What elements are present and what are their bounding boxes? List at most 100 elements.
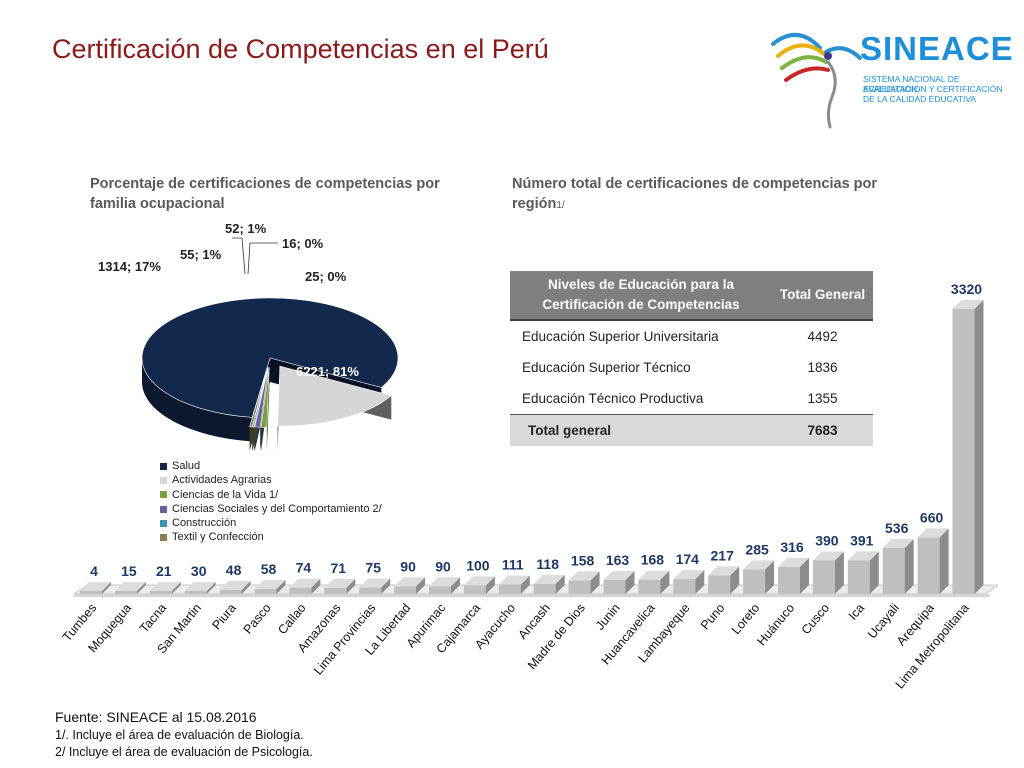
bar-side-pasco: [276, 580, 286, 594]
bar-front-madre-de-dios: [568, 580, 591, 594]
table-row: Educación Superior Técnico 1836: [510, 352, 873, 383]
bar-value-label-cajamarca: 100: [466, 557, 490, 573]
bar-category-label-tacna: Tacna: [137, 601, 169, 636]
legend-item-ciencias-sociales-y-del-comportamiento-2: Ciencias Sociales y del Comportamiento 2…: [160, 502, 382, 516]
bar-front-ica: [847, 560, 870, 594]
table-cell-level: Educación Técnico Productiva: [522, 391, 704, 406]
bar-side-amazonas: [346, 578, 356, 594]
bar-value-label-lima-provincias: 75: [365, 560, 381, 576]
pie-chart: 6221; 81% 1314; 17% 55; 1%52; 1% 16; 0% 25; …: [98, 221, 399, 452]
bar-top-tumbes: [80, 582, 111, 591]
bar-front-lima-provincias: [359, 587, 382, 594]
bar-category-label-callao: Callao: [275, 601, 309, 637]
bar-front-cusco: [812, 560, 835, 594]
table-header-level: Niveles de Educación para la Certificaci…: [510, 271, 772, 321]
education-levels-table: Niveles de Educación para la Certificaci…: [510, 271, 873, 446]
bar-category-label-lima-provincias: Lima Provincias: [311, 601, 378, 678]
bar-side-ica: [869, 551, 879, 594]
bar-top-cajamarca: [463, 576, 495, 586]
bar-top-piura: [219, 580, 251, 590]
bar-front-huanuco: [778, 566, 800, 594]
table-total-value: 7683: [772, 414, 873, 446]
pie-slice-construccion: [252, 367, 269, 428]
legend-swatch: [160, 462, 167, 470]
bar-side-loreto: [765, 560, 775, 594]
bar-front-piura: [219, 589, 242, 594]
legend-swatch: [160, 534, 167, 542]
legend-item-salud: Salud: [160, 459, 382, 473]
bar-side-huanuco: [800, 557, 809, 594]
bar-value-label-ucayali: 536: [885, 520, 909, 536]
bar-chart-subtitle: Número total de certificaciones de compe…: [512, 174, 892, 216]
bar-top-huanuco: [778, 557, 809, 567]
bar-side-lima-provincias: [381, 578, 391, 594]
table-cell-total: 1836: [807, 360, 838, 375]
footer-note-2: 2/ Incluye el área de evaluación de Psic…: [55, 745, 313, 759]
table-header-row: Niveles de Educación para la Certificaci…: [510, 271, 873, 321]
bar-value-label-tacna: 21: [156, 563, 172, 579]
bar-side-arequipa: [939, 528, 949, 594]
bar-side-cusco: [834, 551, 844, 594]
table-total-label: Total general: [510, 414, 772, 446]
chart-floor-edge: [74, 594, 990, 597]
bar-top-ucayali: [882, 538, 914, 548]
bar-front-amazonas: [324, 587, 347, 594]
bar-front-loreto: [743, 569, 766, 594]
pie-data-label-salud: 6221; 81%: [296, 364, 359, 379]
bar-side-piura: [241, 580, 251, 594]
bar-top-ancash: [533, 574, 565, 584]
bar-front-san-martin: [184, 591, 207, 594]
bar-top-junin: [603, 571, 635, 581]
bar-top-ica: [847, 551, 879, 561]
pie-data-label-ciencias-sociales-y-del-comportamiento-2: 52; 1%: [225, 221, 267, 236]
bar-value-label-piura: 48: [226, 562, 242, 578]
bar-side-ucayali: [904, 538, 914, 594]
logo-subtitle-line-3: DE LA CALIDAD EDUCATIVA: [863, 94, 977, 104]
bar-side-tumbes: [102, 582, 111, 594]
bar-side-huancavelica: [660, 570, 670, 594]
table-cell-total: 1355: [807, 391, 838, 406]
legend-label: Actividades Agrarias: [172, 474, 272, 487]
table-cell-level: Educación Superior Técnico: [522, 360, 691, 375]
bar-value-label-arequipa: 660: [920, 509, 944, 525]
sineace-logo: SINEACE SISTEMA NACIONAL DE EVALUACIÓN, …: [768, 22, 1013, 132]
bar-top-tacna: [149, 582, 181, 591]
bar-side-madre-de-dios: [590, 571, 600, 594]
pie-slice-actividades-agrarias: [277, 365, 392, 427]
pie-slice-ciencias-de-la-vida-1: [260, 367, 270, 428]
bar-value-label-loreto: 285: [745, 542, 769, 558]
bar-value-label-puno: 217: [711, 547, 735, 563]
bar-top-huancavelica: [638, 570, 670, 580]
bar-value-label-callao: 74: [296, 560, 312, 576]
bar-value-label-ancash: 118: [536, 556, 559, 572]
bar-front-cajamarca: [463, 585, 486, 594]
bar-top-lambayeque: [673, 570, 705, 580]
legend-item-construccion: Construcción: [160, 516, 382, 530]
table-header-total: Total General: [772, 271, 873, 321]
pie-slice-salud: [141, 297, 399, 418]
logo-subtitle-line-2: ACREDITACIÓN Y CERTIFICACIÓN: [863, 84, 1003, 94]
table-cell-total: 4492: [807, 329, 838, 344]
bar-category-label-junin: Junin: [593, 601, 623, 633]
table-row: Educación Técnico Productiva 1355: [510, 383, 873, 415]
bar-side-san-martin: [206, 582, 216, 594]
bar-value-label-apurimac: 90: [435, 558, 451, 574]
footer-notes: Fuente: SINEACE al 15.08.2016 1/. Incluy…: [55, 708, 313, 761]
pie-chart-subtitle: Porcentaje de certificaciones de compete…: [90, 176, 440, 212]
legend-swatch: [160, 476, 167, 484]
pie-slice-ciencias-sociales-y-del-comportamiento-2: [254, 367, 269, 428]
bar-value-label-ayacucho: 111: [502, 556, 524, 572]
bar-category-label-pasco: Pasco: [241, 601, 274, 637]
logo-wordmark: SINEACE: [860, 30, 1014, 67]
bar-side-moquegua: [136, 582, 146, 594]
bar-value-label-junin: 163: [606, 552, 630, 568]
bar-top-san-martin: [184, 582, 216, 591]
bar-side-junin: [625, 571, 635, 594]
bar-top-amazonas: [324, 578, 356, 588]
bar-side-callao: [311, 578, 321, 594]
bar-category-label-puno: Puno: [698, 601, 728, 632]
bar-side-la-libertad: [416, 577, 426, 594]
bar-value-label-cusco: 390: [815, 533, 839, 549]
bar-value-label-lima-metropolitana: 3320: [951, 281, 982, 297]
footer-note-1: 1/. Incluye el área de evaluación de Bio…: [55, 728, 304, 742]
